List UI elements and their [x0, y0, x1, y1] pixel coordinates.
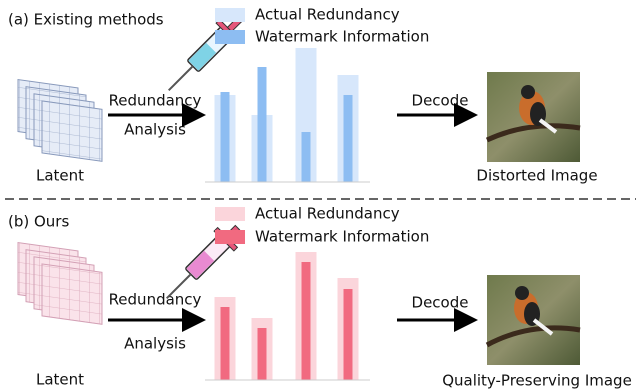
bar: [258, 328, 267, 380]
latent-label: Latent: [36, 167, 84, 185]
legend-swatch: [215, 8, 245, 22]
analysis-label: Analysis: [124, 335, 186, 353]
bar: [344, 95, 353, 182]
legend-label: Watermark Information: [255, 28, 429, 46]
bar: [221, 307, 230, 380]
legend-label: Actual Redundancy: [255, 6, 400, 24]
legend-swatch: [215, 207, 245, 221]
panel-label: (a) Existing methods: [8, 11, 164, 29]
output-image: [487, 275, 580, 365]
bar: [344, 289, 353, 380]
legend-swatch: [215, 30, 245, 44]
analysis-label: Redundancy: [109, 92, 202, 110]
output-image: [487, 72, 580, 162]
legend-label: Actual Redundancy: [255, 205, 400, 223]
output-label: Distorted Image: [476, 167, 597, 185]
bar: [302, 262, 311, 380]
bar: [221, 92, 230, 182]
bar: [302, 132, 311, 182]
legend-label: Watermark Information: [255, 228, 429, 246]
output-label: Quality-Preserving Image: [442, 372, 632, 389]
decode-label: Decode: [412, 92, 469, 110]
analysis-label: Redundancy: [109, 291, 202, 309]
decode-label: Decode: [412, 294, 469, 312]
latent-stack: [18, 243, 102, 325]
panel-label: (b) Ours: [8, 213, 69, 231]
figure: (a) Existing methods Latent Redundancy A…: [0, 0, 641, 389]
latent-stack: [18, 80, 102, 162]
analysis-label: Analysis: [124, 121, 186, 139]
legend-swatch: [215, 230, 245, 244]
syringe: [159, 10, 250, 101]
bar: [258, 67, 267, 182]
latent-label: Latent: [36, 371, 84, 389]
